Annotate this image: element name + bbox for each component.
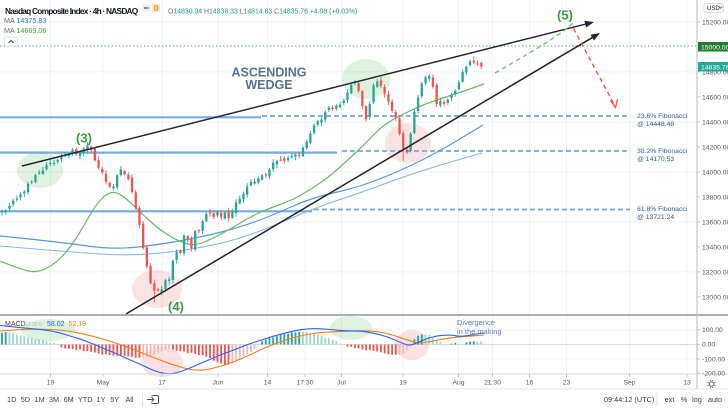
svg-text:@ 14170.53: @ 14170.53 — [637, 156, 674, 163]
svg-text:100.00: 100.00 — [702, 327, 723, 334]
svg-text:13: 13 — [683, 380, 691, 387]
svg-text:auto: auto — [708, 395, 722, 404]
svg-text:15000.00: 15000.00 — [701, 44, 728, 51]
svg-text:D: D — [154, 6, 159, 13]
svg-text:May: May — [97, 380, 110, 387]
svg-text:13000.00: 13000.00 — [702, 294, 728, 301]
svg-text:14600.00: 14600.00 — [702, 94, 728, 101]
svg-text:14000.00: 14000.00 — [702, 169, 728, 176]
svg-text:14200.00: 14200.00 — [702, 144, 728, 151]
svg-text:ext: ext — [665, 395, 675, 404]
svg-text:14800.00: 14800.00 — [702, 69, 728, 76]
svg-text:14: 14 — [264, 380, 272, 387]
svg-text:09:44:12 (UTC): 09:44:12 (UTC) — [604, 395, 654, 404]
svg-text:(4): (4) — [168, 299, 184, 314]
svg-text:52.19: 52.19 — [69, 321, 87, 328]
svg-text:5Y: 5Y — [110, 395, 119, 404]
svg-text:21:30: 21:30 — [484, 380, 501, 387]
svg-text:MA 14669.06: MA 14669.06 — [4, 26, 46, 35]
svg-text:MACD: MACD — [5, 321, 26, 328]
svg-text:14835.76: 14835.76 — [701, 64, 728, 71]
svg-text:Jun: Jun — [213, 380, 224, 387]
svg-text:All: All — [125, 395, 133, 404]
svg-text:-100.00: -100.00 — [702, 356, 725, 363]
svg-text:YTD: YTD — [78, 395, 93, 404]
svg-text:(5): (5) — [557, 8, 573, 23]
svg-text:@ 14448.48: @ 14448.48 — [637, 121, 674, 128]
svg-text:log: log — [692, 395, 702, 404]
svg-text:13200.00: 13200.00 — [702, 269, 728, 276]
svg-text:0.00: 0.00 — [702, 342, 715, 349]
svg-text:ASCENDING: ASCENDING — [231, 66, 306, 80]
svg-text:38.2% Fibonacci: 38.2% Fibonacci — [637, 148, 688, 155]
svg-text:in the making: in the making — [457, 327, 502, 336]
svg-text:12 26 9: 12 26 9 — [25, 322, 42, 328]
svg-text:USD: USD — [707, 6, 720, 12]
svg-text:MA 14375.83: MA 14375.83 — [4, 16, 46, 25]
svg-text:13800.00: 13800.00 — [702, 194, 728, 201]
svg-text:23: 23 — [563, 380, 571, 387]
svg-text:15200.00: 15200.00 — [702, 19, 728, 26]
svg-text:13600.00: 13600.00 — [702, 219, 728, 226]
svg-text:-200.00: -200.00 — [702, 371, 725, 378]
svg-text:Sep: Sep — [623, 380, 635, 387]
svg-text:16: 16 — [526, 380, 534, 387]
svg-text:(3): (3) — [76, 131, 92, 146]
svg-text:17:30: 17:30 — [296, 380, 313, 387]
svg-text:23.6% Fibonacci: 23.6% Fibonacci — [637, 113, 688, 120]
svg-text:17: 17 — [158, 380, 166, 387]
svg-text:61.8% Fibonacci: 61.8% Fibonacci — [637, 206, 688, 213]
svg-text:Nasdaq Composite Index · 4h ·: Nasdaq Composite Index · 4h · NASDAQ — [5, 6, 139, 16]
svg-text:%: % — [681, 395, 688, 404]
svg-text:3M: 3M — [49, 395, 59, 404]
svg-text:58.02: 58.02 — [47, 321, 65, 328]
svg-text:1M: 1M — [35, 395, 45, 404]
svg-text:1Y: 1Y — [97, 395, 106, 404]
svg-text:6M: 6M — [64, 395, 74, 404]
svg-text:@ 13721.24: @ 13721.24 — [637, 214, 674, 221]
svg-text:1D: 1D — [7, 395, 16, 404]
svg-text:O14830.94 H14838.33 L14814.63: O14830.94 H14838.33 L14814.63 C14835.76 … — [168, 9, 357, 16]
svg-text:19: 19 — [399, 380, 407, 387]
svg-text:14400.00: 14400.00 — [702, 119, 728, 126]
svg-text:13400.00: 13400.00 — [702, 244, 728, 251]
svg-text:Divergence: Divergence — [457, 318, 495, 327]
svg-text:Jul: Jul — [337, 380, 346, 387]
svg-text:Aug: Aug — [452, 380, 464, 387]
svg-text:5D: 5D — [21, 395, 30, 404]
svg-text:19: 19 — [47, 380, 55, 387]
svg-text:WEDGE: WEDGE — [245, 78, 292, 92]
